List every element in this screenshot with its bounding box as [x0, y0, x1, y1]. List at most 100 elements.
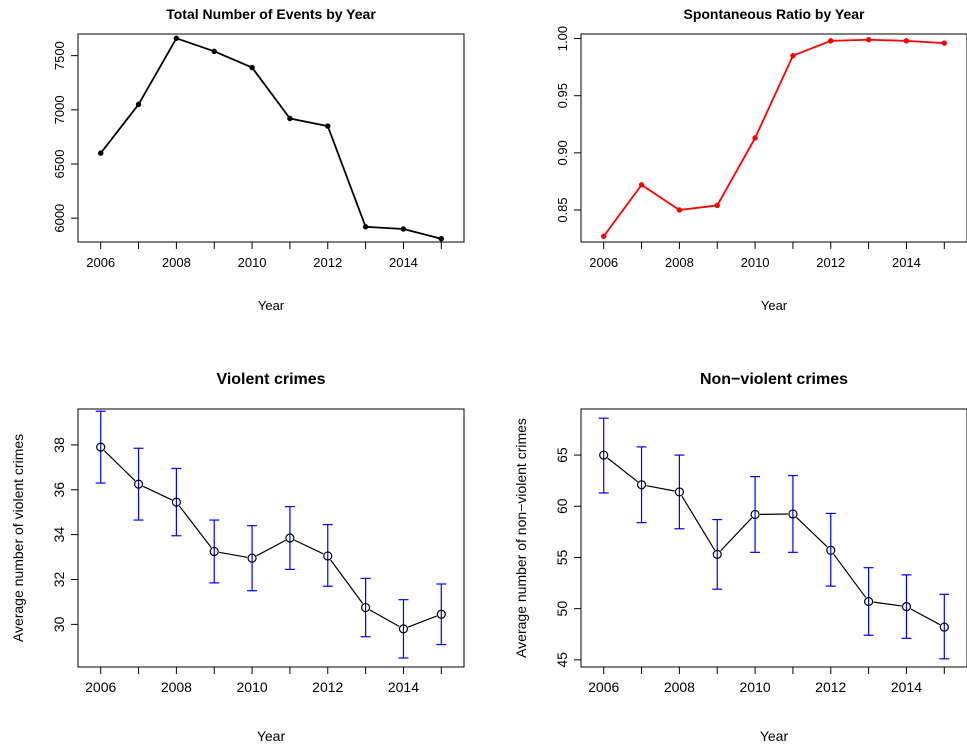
data-point	[826, 545, 836, 555]
x-tick-label: 2006	[589, 255, 618, 270]
series-line-segment	[906, 39, 945, 45]
x-tick-label: 2014	[388, 679, 419, 695]
data-point	[903, 38, 910, 44]
error-bar	[209, 519, 220, 584]
data-point	[171, 497, 181, 507]
data-point	[209, 546, 219, 557]
panel-total-events: Total Number of Events by Year Year 2006…	[52, 6, 465, 313]
series-line-segment	[256, 539, 286, 557]
series-line-segment	[369, 609, 400, 627]
error-bar	[247, 525, 258, 592]
panel-nonviolent-crimes: Non−violent crimes Year Average number o…	[513, 371, 967, 744]
series-line-segment	[330, 559, 364, 604]
error-bar	[787, 474, 798, 553]
data-point	[828, 38, 834, 44]
y-axis-label: Average number of non−violent crimes	[513, 418, 529, 658]
series-line-segment	[213, 50, 253, 69]
data-point	[400, 226, 407, 232]
series-line-segment	[873, 601, 902, 607]
data-point	[638, 182, 645, 188]
data-point	[712, 549, 722, 559]
series-line-segment	[720, 517, 753, 552]
y-tick-label: 30	[51, 616, 67, 632]
data-point	[361, 602, 371, 613]
data-point	[362, 224, 369, 230]
data-marks: 2006 2008 2010 2012 2014 0.85 0.90 0.95 1.00	[555, 26, 948, 270]
x-tick-label: 2014	[892, 255, 921, 270]
panel-violent-crimes: Violent crimes Year Average number of vi…	[10, 371, 465, 744]
data-point	[901, 601, 912, 612]
data-point	[285, 533, 295, 543]
series-line-segment	[289, 117, 328, 127]
series-line-segment	[833, 553, 867, 598]
x-tick-label: 2012	[816, 255, 845, 270]
series-line-segment	[99, 103, 140, 154]
x-tick-label: 2008	[162, 255, 191, 270]
series-line-segment	[142, 485, 173, 501]
series-line-segment	[251, 67, 291, 120]
x-tick-label: 2006	[86, 255, 115, 270]
data-point	[676, 207, 683, 213]
data-point	[247, 553, 257, 563]
chart-title: Non−violent crimes	[700, 371, 848, 388]
series-line-segment	[219, 551, 248, 558]
x-tick-label: 2010	[740, 679, 771, 695]
y-tick-label: 65	[554, 447, 570, 463]
error-bar	[436, 583, 447, 646]
error-bar	[95, 410, 106, 484]
x-axis-label: Year	[258, 298, 285, 313]
data-point	[864, 596, 874, 607]
data-point	[790, 52, 796, 59]
error-bar	[712, 518, 723, 590]
series-line-segment	[792, 40, 832, 57]
data-point	[173, 35, 180, 42]
y-tick-label: 0.90	[555, 140, 570, 165]
y-tick-label: 50	[554, 601, 570, 617]
x-tick-label: 2008	[664, 679, 695, 695]
data-point	[211, 48, 217, 55]
series-line-segment	[137, 37, 178, 105]
data-marks: 2006 2008 2010 2012 2014 45 50 55 60 65	[554, 417, 950, 695]
x-tick-label: 2008	[161, 679, 192, 695]
error-bar	[398, 599, 409, 659]
series-line-segment	[830, 38, 869, 42]
x-tick-label: 2010	[741, 255, 770, 270]
series-line-segment	[679, 204, 718, 211]
data-point	[636, 480, 647, 490]
y-tick-label: 6000	[52, 204, 67, 233]
y-tick-label: 1.00	[555, 26, 570, 51]
series-line-segment	[607, 457, 638, 483]
x-tick-label: 2010	[238, 255, 267, 270]
data-marks: 2006 2008 2010 2012 2014 6000 6500 7000 7500	[52, 35, 445, 270]
data-point	[865, 36, 872, 43]
x-tick-label: 2010	[237, 679, 268, 695]
y-tick-label: 45	[554, 652, 570, 668]
chart-title: Spontaneous Ratio by Year	[683, 6, 865, 22]
y-tick-label: 60	[554, 498, 570, 514]
series-line-segment	[403, 228, 442, 240]
data-point	[599, 450, 609, 460]
y-tick-label: 0.85	[555, 197, 570, 222]
series-line-segment	[326, 125, 367, 228]
y-tick-label: 6500	[52, 150, 67, 179]
data-point	[674, 487, 684, 497]
error-bar	[825, 512, 836, 587]
data-point	[133, 479, 144, 489]
x-axis-label: Year	[257, 728, 286, 744]
data-point	[939, 622, 949, 632]
y-tick-label: 38	[51, 437, 67, 453]
series-line-segment	[868, 38, 907, 42]
x-tick-label: 2012	[313, 255, 342, 270]
series-line-segment	[796, 516, 828, 548]
data-point	[249, 64, 255, 71]
x-tick-label: 2006	[85, 679, 116, 695]
x-tick-label: 2008	[665, 255, 694, 270]
y-tick-label: 55	[554, 549, 570, 565]
data-point	[438, 236, 445, 242]
series-line-segment	[178, 505, 212, 548]
series-line-segment	[910, 608, 941, 626]
series-line-segment	[646, 485, 675, 492]
error-bar	[598, 417, 609, 494]
